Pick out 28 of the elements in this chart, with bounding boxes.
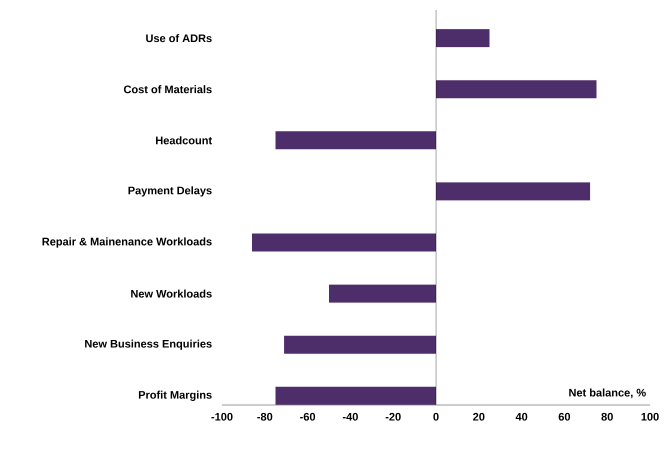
x-tick-label: 0 (433, 412, 439, 421)
x-tick-label: 100 (642, 412, 659, 421)
x-tick-label: 20 (473, 412, 484, 421)
x-tick-label: 80 (601, 412, 613, 421)
bar (276, 131, 436, 150)
x-tick-label: 40 (516, 412, 528, 421)
bar (436, 29, 490, 48)
x-tick-label: -80 (257, 412, 272, 421)
bar (329, 284, 436, 303)
y-tick-label: Repair & Mainenance Workloads (42, 237, 212, 248)
y-tick-label: Profit Margins (138, 390, 212, 401)
x-tick-label: -20 (386, 412, 401, 421)
y-tick-label: Payment Delays (128, 186, 212, 197)
x-tick-label: -100 (211, 412, 233, 421)
x-tick-label: 60 (558, 412, 570, 421)
y-tick-label: Cost of Materials (124, 85, 212, 94)
x-tick-label: -40 (342, 412, 358, 421)
bar (284, 336, 436, 354)
x-axis-title: Net balance, % (569, 388, 646, 398)
y-tick-label: New Workloads (131, 290, 212, 298)
y-tick-label: New Business Enquiries (85, 340, 212, 350)
bar (436, 80, 597, 98)
x-tick-label: -60 (300, 412, 316, 421)
y-tick-label: Use of ADRs (146, 34, 212, 42)
bar (436, 182, 590, 200)
y-tick-label: Headcount (156, 136, 212, 144)
bar (276, 386, 436, 405)
bar (252, 234, 436, 252)
